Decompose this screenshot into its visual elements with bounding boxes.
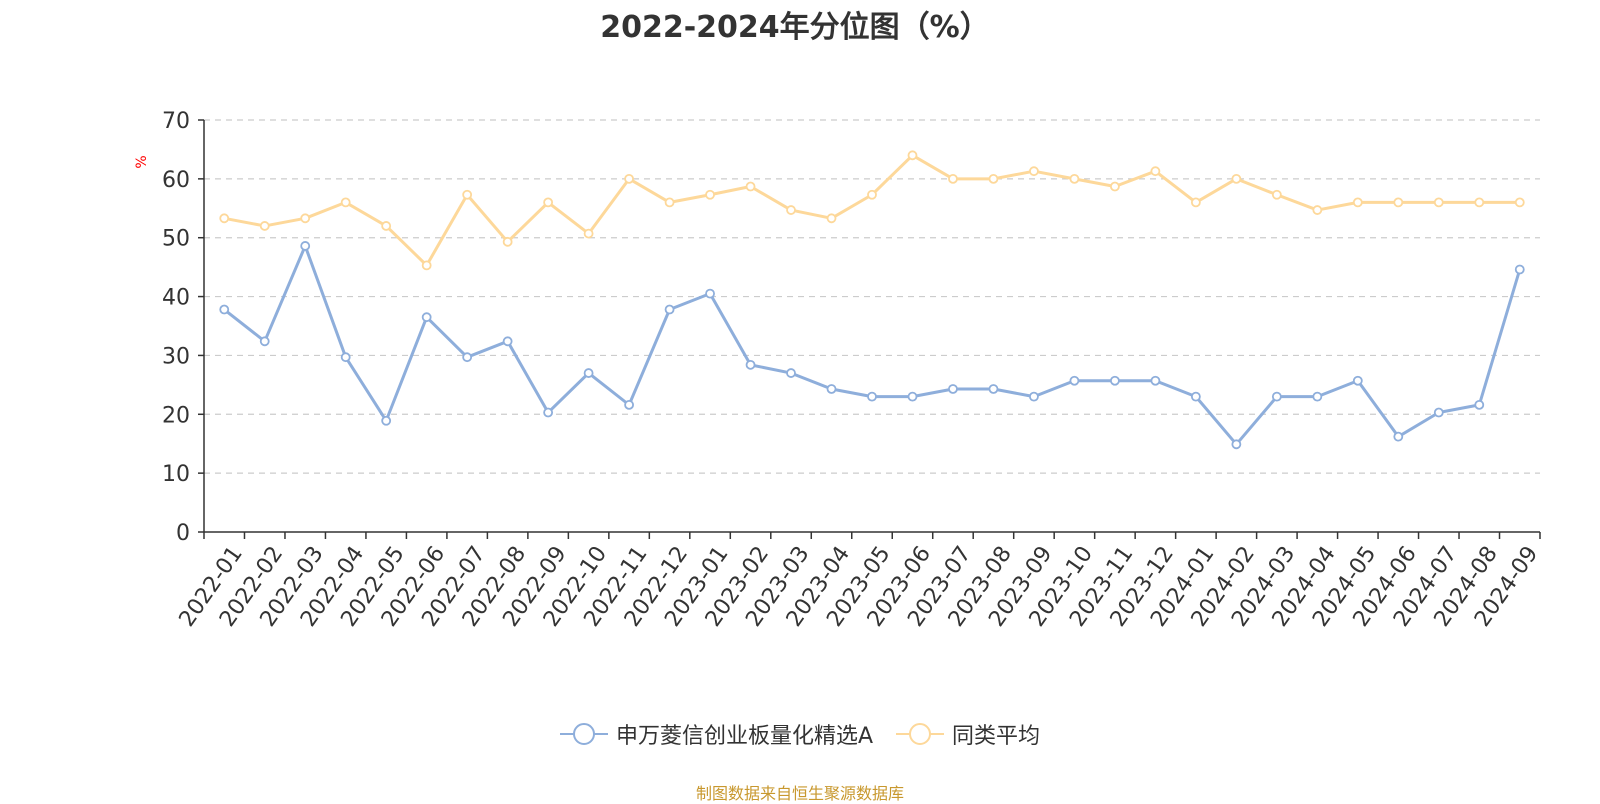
data-point	[867, 189, 877, 200]
data-point	[543, 197, 554, 208]
data-point	[624, 173, 634, 184]
data-point	[1312, 205, 1323, 215]
data-point	[1190, 197, 1201, 208]
data-point	[1271, 189, 1282, 200]
data-point	[745, 181, 756, 192]
data-point	[948, 384, 958, 394]
legend-marker-icon	[896, 723, 945, 745]
data-point	[219, 304, 230, 315]
chart-title: 2022-2024年分位图（%）	[600, 10, 990, 45]
y-tick-label: 20	[162, 403, 190, 428]
data-point	[381, 221, 392, 231]
data-point	[583, 368, 594, 378]
data-point	[1393, 197, 1404, 208]
data-point	[1110, 181, 1120, 192]
data-point	[786, 205, 796, 215]
data-point	[826, 213, 837, 224]
data-point	[1312, 391, 1323, 402]
data-point	[1150, 375, 1161, 386]
data-point	[259, 221, 270, 231]
series	[219, 150, 1525, 450]
data-point	[907, 150, 918, 161]
data-point	[1352, 197, 1363, 208]
data-point	[502, 236, 513, 247]
y-tick-label: 30	[162, 344, 190, 369]
data-point	[1150, 166, 1161, 177]
data-point	[502, 336, 513, 347]
data-point	[907, 391, 918, 402]
data-point	[219, 213, 230, 224]
data-point	[340, 197, 351, 208]
data-point	[1069, 375, 1080, 386]
data-point	[1474, 399, 1485, 410]
data-point	[1231, 439, 1242, 450]
data-point	[259, 336, 270, 347]
data-point	[421, 312, 432, 323]
data-point	[1029, 391, 1039, 402]
data-point	[664, 197, 675, 208]
axes: 0102030405060702022-012022-022022-032022…	[162, 109, 1543, 632]
data-point	[300, 241, 311, 251]
y-tick-label: 0	[176, 521, 190, 546]
y-tick-label: 60	[162, 168, 190, 193]
data-point	[745, 359, 756, 370]
series-line	[223, 153, 1520, 267]
data-point	[1029, 166, 1039, 177]
legend-item-fund[interactable]: 申万菱信创业板量化精选A	[559, 718, 874, 750]
data-point	[988, 384, 999, 394]
data-point	[1393, 431, 1404, 442]
y-axis-unit-label: %	[134, 155, 150, 168]
y-tick-label: 10	[162, 462, 190, 487]
data-point	[462, 189, 473, 200]
source-note: 制图数据来自恒生聚源数据库	[695, 784, 904, 803]
data-point	[543, 407, 554, 418]
data-point	[1069, 173, 1080, 184]
y-tick-label: 40	[162, 286, 190, 311]
data-point	[1231, 173, 1242, 184]
data-point	[583, 228, 594, 239]
legend-label-fund: 申万菱信创业板量化精选A	[615, 724, 874, 749]
data-point	[381, 415, 392, 426]
data-point	[867, 391, 877, 402]
data-point	[705, 189, 715, 200]
data-point	[705, 288, 715, 299]
data-point	[462, 352, 473, 363]
grid-lines	[204, 119, 1540, 474]
data-point	[421, 260, 432, 271]
series-1	[219, 150, 1525, 271]
legend: 申万菱信创业板量化精选A 同类平均	[0, 718, 1600, 752]
legend-item-peer-average[interactable]: 同类平均	[896, 718, 1040, 750]
data-point	[1514, 197, 1525, 208]
y-tick-label: 50	[162, 227, 190, 252]
data-point	[1474, 197, 1485, 208]
legend-label-peer-average: 同类平均	[952, 724, 1041, 749]
data-point	[1352, 375, 1363, 386]
data-point	[1514, 264, 1525, 275]
data-point	[1110, 375, 1120, 386]
data-point	[1190, 391, 1201, 402]
data-point	[988, 173, 999, 184]
y-tick-label: 70	[162, 109, 190, 134]
data-point	[340, 352, 351, 363]
data-point	[664, 304, 675, 315]
data-point	[624, 399, 634, 410]
data-point	[786, 368, 796, 378]
data-point	[1433, 197, 1444, 208]
series-0	[219, 241, 1525, 450]
data-point	[1433, 407, 1444, 418]
legend-marker-icon	[559, 723, 608, 745]
data-point	[948, 173, 958, 184]
data-point	[300, 213, 311, 224]
data-point	[826, 384, 837, 394]
data-point	[1271, 391, 1282, 402]
